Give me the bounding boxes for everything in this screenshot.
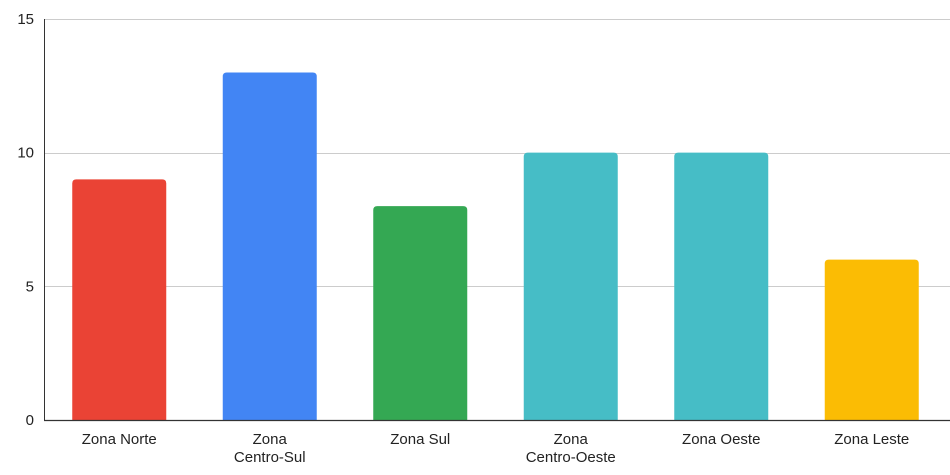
bar <box>72 179 167 420</box>
bar <box>222 72 317 420</box>
y-tick-label: 5 <box>26 278 34 295</box>
x-tick-label: Zona Leste <box>834 431 909 448</box>
x-tick-label: Zona Oeste <box>682 431 760 448</box>
x-tick-label: Zona <box>554 431 589 448</box>
bars <box>72 72 919 420</box>
x-tick-label: Zona Sul <box>390 431 450 448</box>
x-tick-label: Zona <box>253 431 288 448</box>
x-tick-label: Zona Norte <box>82 431 157 448</box>
y-tick-label: 15 <box>17 11 34 28</box>
y-tick-label: 0 <box>26 412 34 429</box>
x-tick-label: Centro-Sul <box>234 449 306 466</box>
bar <box>824 259 919 420</box>
x-tick-label: Centro-Oeste <box>526 449 616 466</box>
bar <box>373 206 468 420</box>
bar <box>674 152 769 420</box>
gridlines <box>44 19 950 287</box>
axes <box>44 19 950 422</box>
bar <box>523 152 618 420</box>
y-tick-label: 10 <box>17 145 34 162</box>
